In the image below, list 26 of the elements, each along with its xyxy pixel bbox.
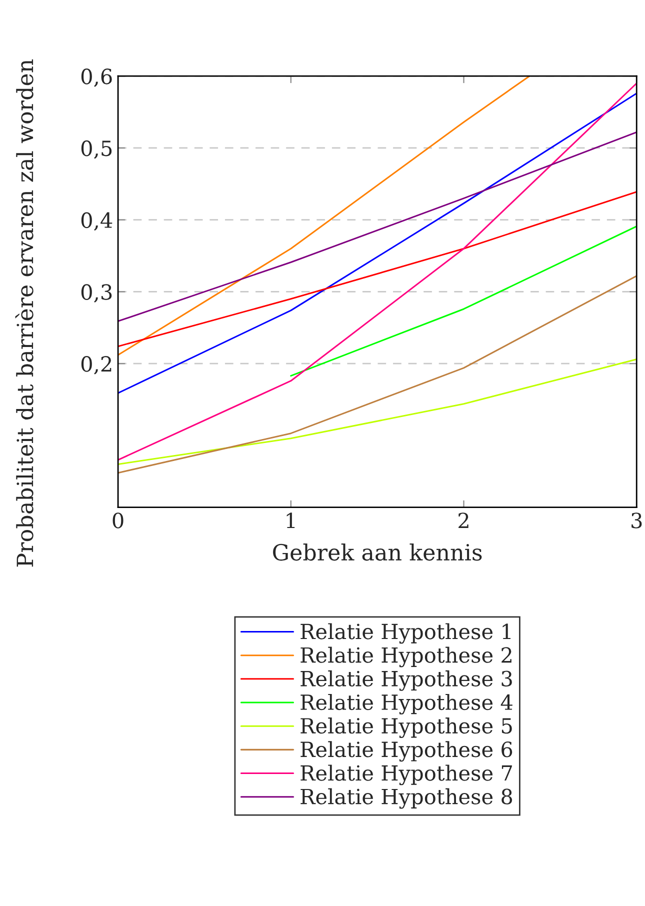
legend-label: Relatie Hypothese 8 (300, 788, 512, 809)
y-tick-label: 0,2 (81, 356, 112, 374)
legend-label: Relatie Hypothese 1 (300, 623, 510, 644)
x-tick-label: 2 (458, 512, 468, 528)
line-series (118, 131, 637, 322)
line-series (118, 82, 637, 461)
line-series (118, 358, 637, 465)
line-series (118, 92, 637, 394)
legend-label: Relatie Hypothese 3 (300, 670, 512, 691)
y-tick-label: 0,5 (81, 140, 112, 159)
x-tick-label: 1 (286, 512, 295, 528)
line-series (118, 76, 530, 356)
line-series (118, 275, 637, 474)
legend-label: Relatie Hypothese 7 (300, 764, 512, 786)
y-axis-title: Probabiliteit dat barrière ervaren zal worden (15, 59, 34, 567)
legend-label: Relatie Hypothese 2 (300, 646, 512, 668)
legend-label: Relatie Hypothese 6 (300, 741, 512, 762)
y-tick-label: 0,3 (81, 284, 112, 302)
x-axis-title: Gebrek aan kennis (273, 543, 482, 561)
x-tick-label: 3 (632, 512, 642, 528)
y-tick-label: 0,6 (81, 68, 112, 87)
line-series (118, 191, 637, 348)
legend-label: Relatie Hypothese 5 (300, 718, 512, 738)
x-tick-label: 0 (112, 512, 124, 528)
legend-label: Relatie Hypothese 4 (300, 694, 512, 714)
y-tick-label: 0,4 (81, 212, 112, 231)
